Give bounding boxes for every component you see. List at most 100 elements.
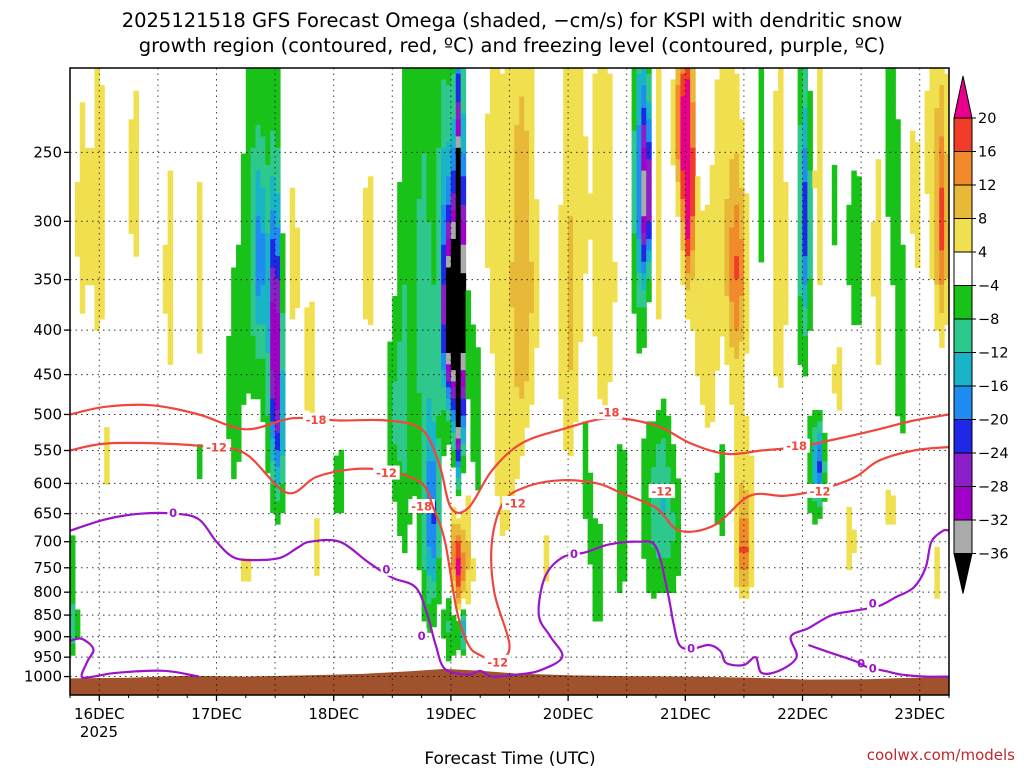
omega-cell — [455, 347, 462, 354]
omega-cell — [397, 410, 403, 417]
omega-cell — [455, 244, 462, 251]
omega-cell — [724, 182, 730, 189]
omega-cell — [724, 313, 730, 320]
omega-cell — [616, 586, 623, 593]
omega-cell — [685, 233, 691, 240]
omega-cell — [695, 239, 701, 246]
omega-cell — [704, 381, 711, 388]
omega-cell — [275, 221, 281, 229]
omega-cell — [646, 569, 652, 576]
omega-cell — [426, 90, 432, 98]
omega-cell — [499, 335, 506, 343]
omega-cell — [431, 586, 437, 593]
omega-cell — [519, 375, 525, 383]
omega-cell — [656, 278, 662, 286]
omega-cell — [514, 364, 520, 371]
omega-cell — [270, 96, 276, 103]
omega-cell — [270, 489, 276, 497]
omega-cell — [572, 85, 579, 92]
omega-cell — [709, 216, 716, 223]
omega-cell — [656, 113, 662, 120]
omega-cell — [714, 518, 721, 525]
omega-cell — [680, 244, 686, 251]
omega-cell — [734, 318, 740, 326]
omega-cell — [509, 427, 515, 434]
omega-cell — [489, 313, 496, 320]
omega-cell — [402, 392, 408, 400]
omega-cell — [724, 307, 730, 314]
omega-cell — [275, 136, 281, 143]
omega-cell — [729, 239, 735, 246]
omega-cell — [436, 341, 442, 348]
omega-cell — [250, 79, 257, 86]
omega-cell — [460, 90, 467, 98]
omega-cell — [631, 147, 638, 155]
omega-cell — [436, 233, 442, 240]
omega-cell — [406, 370, 413, 377]
omega-cell — [709, 278, 716, 286]
omega-cell — [734, 506, 740, 514]
omega-cell — [245, 193, 252, 200]
omega-cell — [499, 518, 506, 525]
omega-cell — [421, 130, 428, 137]
omega-cell — [79, 256, 86, 263]
omega-cell — [411, 73, 418, 80]
omega-cell — [499, 233, 506, 240]
omega-cell — [279, 273, 286, 280]
omega-cell — [333, 484, 340, 491]
omega-cell — [406, 130, 413, 137]
omega-cell — [99, 313, 105, 320]
omega-cell — [421, 261, 428, 269]
omega-cell — [582, 421, 589, 428]
omega-cell — [680, 176, 686, 183]
omega-cell — [426, 278, 432, 286]
omega-cell — [270, 273, 276, 280]
omega-cell — [734, 193, 740, 200]
omega-cell — [499, 444, 506, 451]
omega-cell — [607, 364, 613, 371]
omega-cell — [275, 284, 281, 291]
omega-cell — [387, 410, 393, 417]
omega-cell — [499, 79, 506, 86]
omega-cell — [431, 96, 437, 103]
omega-cell — [416, 467, 423, 474]
omega-cell — [529, 119, 535, 126]
omega-cell — [465, 330, 472, 337]
omega-cell — [333, 472, 340, 479]
omega-cell — [729, 330, 735, 337]
omega-cell — [431, 142, 437, 149]
omega-cell — [572, 341, 579, 348]
omega-cell — [485, 142, 491, 149]
omega-cell — [431, 461, 437, 468]
omega-cell — [597, 176, 603, 183]
omega-cell — [455, 204, 462, 212]
omega-cell — [514, 427, 520, 434]
omega-cell — [426, 164, 432, 172]
omega-cell — [572, 318, 579, 326]
omega-cell — [441, 233, 447, 240]
omega-cell — [494, 210, 501, 217]
omega-cell — [621, 546, 628, 554]
omega-cell — [724, 267, 730, 274]
omega-cell — [670, 552, 677, 559]
omega-cell — [314, 535, 320, 542]
omega-cell — [690, 244, 696, 251]
omega-cell — [656, 301, 662, 308]
omega-cell — [94, 159, 100, 166]
omega-cell — [641, 102, 647, 109]
omega-cell — [236, 267, 242, 274]
omega-cell — [616, 467, 623, 474]
omega-cell — [446, 364, 452, 371]
omega-cell — [475, 415, 481, 422]
omega-cell — [514, 455, 520, 462]
omega-cell — [514, 216, 520, 223]
omega-cell — [70, 541, 76, 548]
omega-cell — [465, 581, 472, 588]
omega-cell — [431, 592, 437, 599]
omega-cell — [524, 142, 530, 149]
omega-cell — [489, 96, 496, 103]
omega-cell — [729, 204, 735, 212]
omega-cell — [441, 307, 447, 314]
omega-cell — [563, 102, 569, 109]
omega-cell — [455, 296, 462, 303]
